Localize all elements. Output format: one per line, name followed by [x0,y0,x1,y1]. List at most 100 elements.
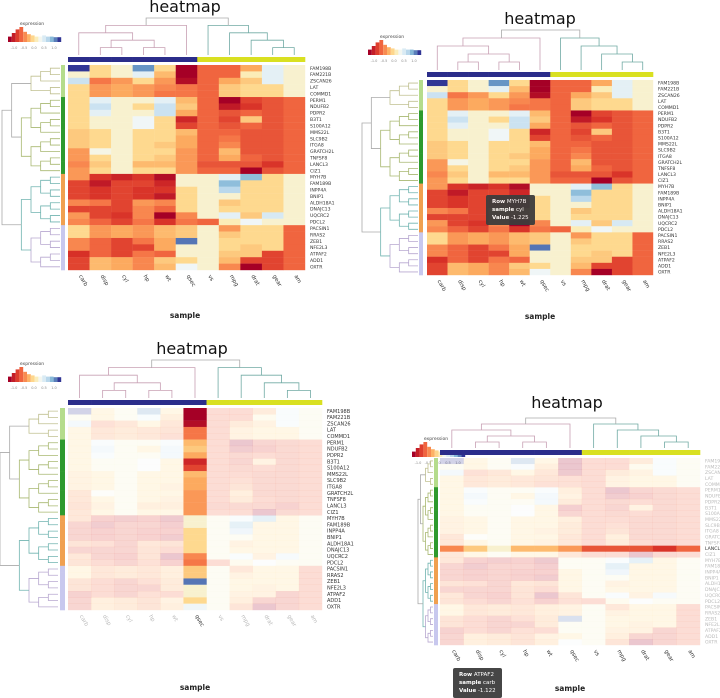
heatmap-cell[interactable] [629,533,653,541]
heatmap-cell[interactable] [652,580,677,587]
heatmap-cell[interactable] [175,154,198,162]
heatmap-cell[interactable] [558,604,583,611]
heatmap-cell[interactable] [114,445,138,453]
heatmap-cell[interactable] [68,65,90,72]
heatmap-cell[interactable] [463,580,488,587]
heatmap-cell[interactable] [206,433,230,440]
heatmap-cell[interactable] [534,586,559,593]
heatmap-cell[interactable] [570,116,592,123]
heatmap-cell[interactable] [252,490,277,497]
heatmap-cell[interactable] [510,615,535,622]
heatmap-cell[interactable] [68,237,90,245]
heatmap-cell[interactable] [581,551,606,558]
heatmap-cell[interactable] [611,207,633,215]
heatmap-cell[interactable] [611,98,633,105]
heatmap-cell[interactable] [137,527,161,535]
row-label[interactable]: CIZ1 [310,168,321,174]
heatmap-cell[interactable] [91,559,115,567]
heatmap-cell[interactable] [114,584,138,592]
row-label[interactable]: COMMD1 [310,91,331,97]
heatmap-cell[interactable] [206,426,230,434]
heatmap-cell[interactable] [240,263,263,271]
heatmap-cell[interactable] [676,498,701,505]
heatmap-cell[interactable] [591,244,613,251]
heatmap-cell[interactable] [252,420,277,428]
heatmap-cell[interactable] [283,205,306,213]
heatmap-cell[interactable] [283,218,306,226]
row-label[interactable]: PACSIN1 [705,605,720,611]
heatmap-cell[interactable] [68,420,92,428]
heatmap-cell[interactable] [632,104,654,111]
heatmap-cell[interactable] [570,262,592,270]
heatmap-cell[interactable] [676,598,701,605]
heatmap-cell[interactable] [632,134,654,142]
heatmap-cell[interactable] [488,147,510,154]
heatmap-cell[interactable] [632,220,654,227]
heatmap-cell[interactable] [183,578,207,585]
heatmap-cell[interactable] [229,420,253,428]
heatmap-cell[interactable] [570,183,592,190]
heatmap-cell[interactable] [632,86,654,93]
heatmap-cell[interactable] [132,71,155,79]
column-label[interactable]: disp [99,274,110,287]
heatmap-cell[interactable] [160,458,184,466]
column-label[interactable]: disp [101,614,112,627]
heatmap-cell[interactable] [68,199,90,207]
heatmap-cell[interactable] [91,572,115,579]
heatmap-cell[interactable] [89,173,112,181]
heatmap-cell[interactable] [111,154,133,162]
row-label[interactable]: FAM189B [310,181,331,187]
heatmap-cell[interactable] [298,420,323,428]
heatmap-cell[interactable] [652,528,677,535]
heatmap-cell[interactable] [261,244,284,251]
heatmap-cell[interactable] [509,92,530,99]
heatmap-cell[interactable] [240,225,263,232]
heatmap-cell[interactable] [463,621,488,628]
heatmap-cell[interactable] [197,218,220,226]
heatmap-cell[interactable] [206,509,230,516]
heatmap-cell[interactable] [581,569,606,576]
heatmap-cell[interactable] [252,433,277,440]
heatmap-cell[interactable] [581,545,606,552]
heatmap-cell[interactable] [652,516,677,523]
heatmap-cell[interactable] [468,147,489,154]
heatmap-cell[interactable] [534,615,559,622]
heatmap-cell[interactable] [89,180,112,187]
row-label[interactable]: ZEB1 [327,579,340,585]
heatmap-cell[interactable] [581,458,606,465]
heatmap-cell[interactable] [463,574,488,581]
heatmap-cell[interactable] [252,477,277,484]
heatmap-cell[interactable] [534,592,559,599]
heatmap-cell[interactable] [137,490,161,497]
heatmap-cell[interactable] [440,557,464,564]
heatmap-cell[interactable] [488,80,510,87]
heatmap-cell[interactable] [550,98,572,105]
column-label[interactable]: disp [474,649,485,662]
heatmap-cell[interactable] [154,218,176,226]
heatmap-cell[interactable] [652,475,677,482]
heatmap-cell[interactable] [558,621,583,628]
row-label[interactable]: FAM198B [658,81,679,87]
heatmap-cell[interactable] [89,218,112,226]
row-label[interactable]: ZEB1 [705,616,717,622]
heatmap-cell[interactable] [652,574,677,581]
heatmap-cell[interactable] [611,250,633,257]
heatmap-cell[interactable] [510,481,535,488]
heatmap-cell[interactable] [487,615,512,622]
heatmap-cell[interactable] [261,141,284,149]
heatmap-cell[interactable] [298,534,323,541]
heatmap-cell[interactable] [206,553,230,560]
heatmap-cell[interactable] [440,522,464,529]
heatmap-cell[interactable] [487,569,512,576]
heatmap-cell[interactable] [275,477,300,484]
heatmap-cell[interactable] [591,207,613,215]
heatmap-cell[interactable] [183,408,207,415]
heatmap-cell[interactable] [89,205,112,213]
heatmap-cell[interactable] [529,220,551,227]
heatmap-cell[interactable] [160,426,184,434]
heatmap-cell[interactable] [132,116,155,123]
heatmap-cell[interactable] [137,471,161,478]
heatmap-cell[interactable] [91,445,115,453]
heatmap-cell[interactable] [298,553,323,560]
heatmap-cell[interactable] [218,141,241,149]
